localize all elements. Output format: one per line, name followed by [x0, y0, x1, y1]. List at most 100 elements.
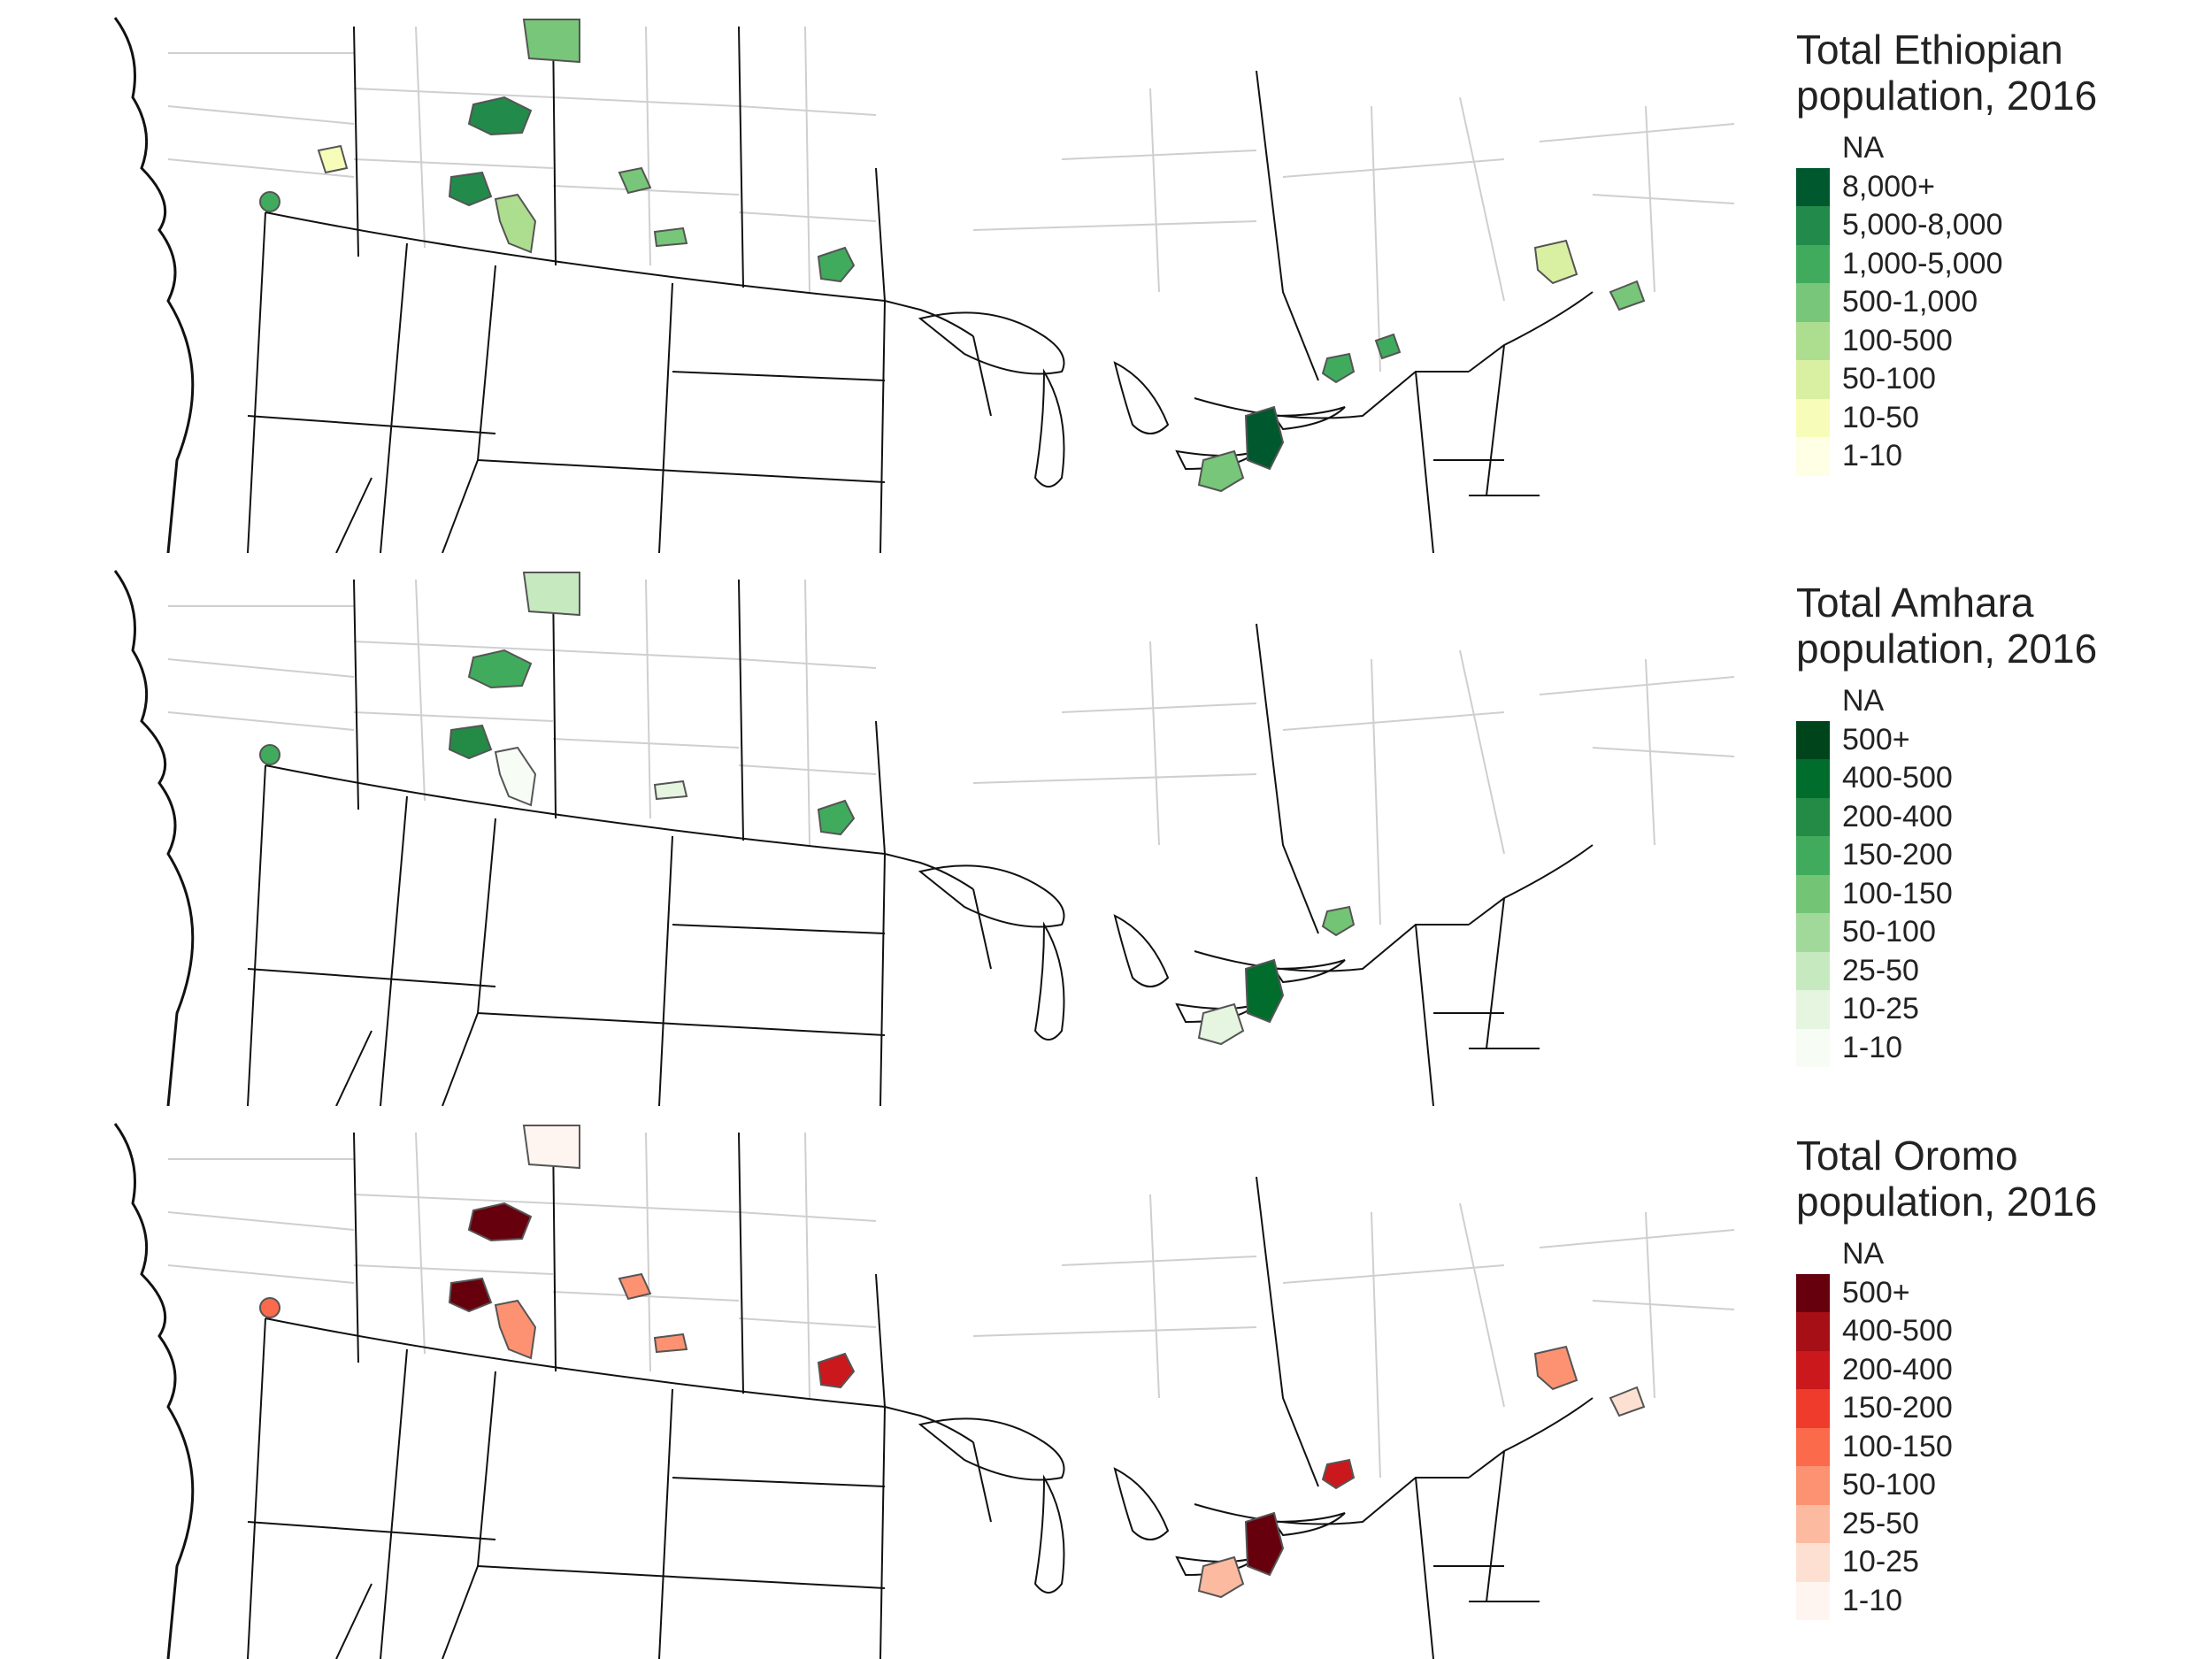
coastline — [113, 17, 195, 553]
region-southern-ontario — [1197, 449, 1245, 493]
region-ottawa — [1321, 1458, 1356, 1490]
district-lines — [167, 579, 1735, 926]
lake-outline — [918, 1417, 1065, 1481]
border-line — [738, 579, 744, 841]
border-line — [265, 1317, 886, 1408]
region-calgary — [448, 724, 493, 760]
legend-title-line1: Total Amhara — [1796, 580, 2034, 626]
legend-item: 1-10 — [1796, 1028, 2194, 1067]
legend-item: 150-200 — [1796, 836, 2194, 875]
state-line — [247, 1521, 496, 1540]
border-line — [1194, 371, 1469, 419]
district-lines — [167, 26, 1735, 373]
legend-swatch — [1796, 1312, 1830, 1351]
legend-item: 1-10 — [1796, 1581, 2194, 1620]
lake-outline — [918, 864, 1065, 928]
legend-item: 8,000+ — [1796, 167, 2194, 206]
state-line — [335, 1583, 373, 1659]
legend-label: 150-200 — [1842, 1391, 1953, 1425]
legend-oromo: Total Oromo population, 2016 NA 500+ 400-5… — [1796, 1133, 2194, 1620]
legend-title: Total Oromo population, 2016 — [1796, 1133, 2194, 1225]
legend-label: 10-50 — [1842, 400, 1919, 434]
border-line — [1468, 1397, 1594, 1479]
region-winnipeg — [817, 246, 856, 283]
legend-title: Total Ethiopian population, 2016 — [1796, 27, 2194, 119]
district-boundary — [353, 641, 554, 651]
district-boundary — [1459, 96, 1505, 302]
district-boundary — [353, 158, 554, 169]
district-boundary — [1459, 1202, 1505, 1408]
legend-swatch — [1796, 1543, 1830, 1582]
legend-swatch — [1796, 759, 1830, 798]
border-line — [738, 1132, 744, 1394]
legend-label: 1-10 — [1842, 1030, 1903, 1064]
lake-outline — [1033, 1474, 1065, 1594]
border-line — [884, 300, 974, 337]
legend-title-line2: population, 2016 — [1796, 73, 2098, 119]
district-lines — [167, 1132, 1735, 1479]
legend-item: 5,000-8,000 — [1796, 206, 2194, 245]
legend-item: 50-100 — [1796, 913, 2194, 952]
district-boundary — [738, 211, 877, 222]
legend-item: 1-10 — [1796, 437, 2194, 476]
legend-swatch — [1796, 1350, 1830, 1389]
legend-label: 50-100 — [1842, 915, 1936, 949]
district-boundary — [167, 1211, 355, 1231]
district-boundary — [1282, 711, 1505, 731]
district-boundary — [1645, 658, 1655, 846]
region-new-brunswick — [1533, 1345, 1578, 1391]
legend-swatch — [1796, 1028, 1830, 1067]
region-saskatoon — [618, 166, 652, 195]
region-saskatoon — [618, 1272, 652, 1301]
legend-item: NA — [1796, 682, 2194, 721]
legend-swatch — [1796, 321, 1830, 360]
boundary-lines — [113, 17, 1594, 553]
region-northern-alberta — [522, 19, 580, 64]
legend-swatch — [1796, 836, 1830, 875]
panel-amhara: Total Amhara population, 2016 NA 500+ 400-… — [0, 553, 2212, 1106]
legend-label: 500+ — [1842, 1275, 1910, 1310]
legend-item: 500+ — [1796, 1273, 2194, 1312]
legend-swatch — [1796, 437, 1830, 476]
district-boundary — [804, 579, 810, 846]
legend-swatch — [1796, 1504, 1830, 1543]
legend-items: NA 8,000+ 5,000-8,000 1,000-5,000 500-1,000 1… — [1796, 129, 2194, 476]
region-toronto — [1244, 405, 1285, 471]
border-line — [884, 1406, 974, 1443]
legend-label: 500-1,000 — [1842, 285, 1978, 319]
state-line — [1415, 1477, 1434, 1659]
district-boundary — [1539, 1229, 1735, 1248]
legend-item: 500+ — [1796, 720, 2194, 759]
legend-items: NA 500+ 400-500 200-400 150-200 100-150 50-100… — [1796, 682, 2194, 1067]
legend-swatch — [1796, 244, 1830, 283]
district-boundary — [552, 1291, 740, 1302]
state-line — [442, 1371, 496, 1659]
district-boundary — [1371, 658, 1381, 926]
legend-label: 8,000+ — [1842, 169, 1935, 204]
region-edmonton — [467, 1202, 533, 1242]
district-boundary — [167, 158, 355, 178]
legend-swatch — [1796, 1235, 1830, 1274]
legend-ethiopian: Total Ethiopian population, 2016 NA 8,000… — [1796, 27, 2194, 476]
legend-item: 100-500 — [1796, 321, 2194, 360]
legend-item: 100-150 — [1796, 1427, 2194, 1466]
legend-swatch — [1796, 913, 1830, 952]
region-vancouver — [259, 744, 280, 765]
legend-label: 25-50 — [1842, 953, 1919, 987]
map-ethiopian — [113, 17, 1735, 553]
legend-title-line1: Total Oromo — [1796, 1133, 2018, 1179]
legend-label: 100-150 — [1842, 1429, 1953, 1463]
region-new-brunswick — [1533, 239, 1578, 285]
border-line — [353, 579, 359, 810]
border-line — [1194, 924, 1469, 972]
border-line — [552, 1132, 557, 1372]
region-group — [259, 19, 1646, 493]
state-line — [972, 1441, 992, 1523]
legend-label: 25-50 — [1842, 1506, 1919, 1540]
border-line — [1256, 1176, 1319, 1487]
district-boundary — [353, 1264, 554, 1275]
legend-item: 100-150 — [1796, 874, 2194, 913]
district-boundary — [1539, 676, 1735, 695]
district-boundary — [972, 1326, 1257, 1337]
region-regina — [653, 780, 688, 801]
